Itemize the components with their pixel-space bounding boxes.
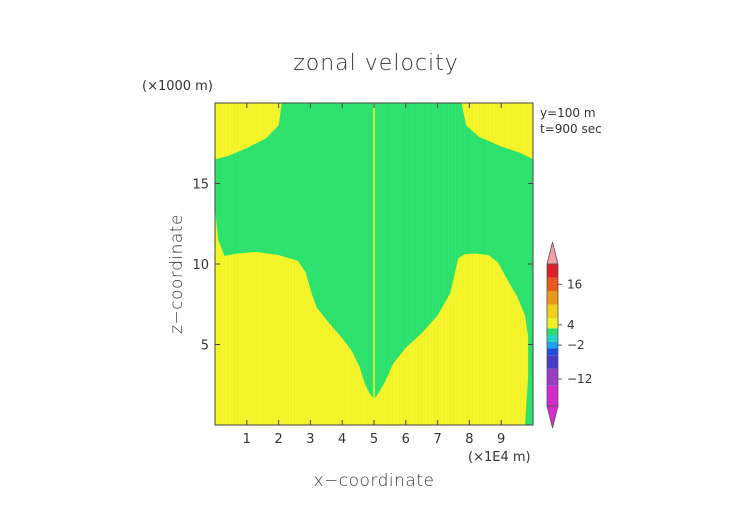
x-unit-label: (×1E4 m) [468, 450, 531, 465]
colorbar-band [547, 277, 558, 292]
colorbar-band [547, 385, 558, 406]
colorbar-band [547, 335, 558, 342]
colorbar-frame [546, 263, 559, 407]
colorbar-band [547, 348, 558, 356]
x-tick-label: 2 [274, 432, 282, 447]
plot-area [215, 103, 533, 425]
chart-title: zonal velocity [293, 51, 459, 76]
colorbar-label: −12 [567, 372, 592, 386]
x-tick-label: 1 [243, 432, 251, 447]
x-tick-label: 6 [402, 432, 410, 447]
colorbar-band [547, 291, 558, 305]
contour-region-3 [461, 103, 533, 160]
x-tick-label: 5 [370, 432, 378, 447]
y-tick-label: 5 [201, 339, 209, 354]
colorbar-label: 16 [567, 277, 582, 291]
x-tick-label: 9 [497, 432, 505, 447]
contour-region-1 [215, 103, 374, 400]
colorbar: 16 4 −2 −12 [546, 241, 592, 429]
colorbar-band [547, 368, 558, 386]
x-tick-label: 4 [338, 432, 346, 447]
x-axis-label: x−coordinate [314, 471, 435, 491]
x-tick-label: 7 [433, 432, 441, 447]
y-axis-label: z−coordinate [167, 214, 187, 334]
colorbar-band [547, 341, 558, 349]
x-tick-label: 8 [465, 432, 473, 447]
colorbar-label: 4 [567, 318, 575, 332]
annotation-t: t=900 sec [540, 122, 602, 136]
colorbar-band [547, 355, 558, 369]
colorbar-band [547, 304, 558, 319]
contour-region-2 [374, 103, 533, 425]
axes: 1 2 3 4 5 6 7 8 9 5 10 15 [192, 102, 534, 447]
colorbar-band [547, 318, 558, 329]
colorbar-extend-min [546, 405, 559, 429]
x-tick-label: 3 [306, 432, 314, 447]
annotation-y: y=100 m [540, 106, 596, 120]
y-tick-label: 10 [192, 258, 209, 273]
colorbar-band [547, 328, 558, 335]
y-tick-label: 15 [192, 178, 209, 193]
colorbar-extend-max [546, 241, 559, 265]
colorbar-band [547, 264, 558, 278]
colorbar-label: −2 [567, 338, 585, 352]
y-unit-label: (×1000 m) [142, 79, 213, 94]
